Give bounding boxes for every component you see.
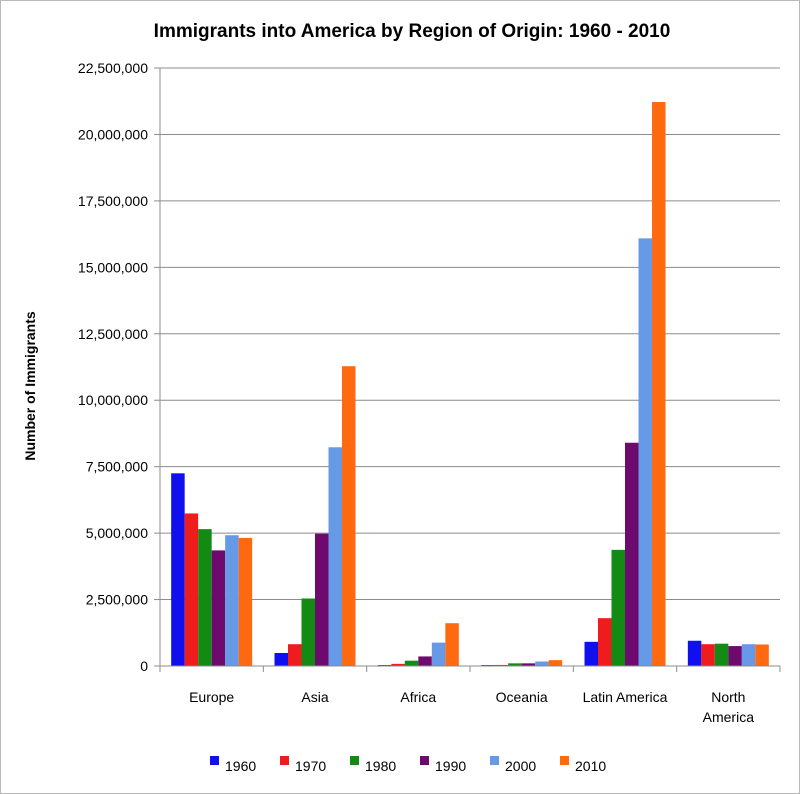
- legend-swatch: [560, 756, 569, 765]
- legend-label: 1990: [435, 758, 466, 774]
- bar: [404, 660, 419, 666]
- bar: [535, 661, 549, 666]
- bar: [288, 644, 302, 666]
- category-label: Oceania: [496, 689, 548, 705]
- legend-swatch: [420, 756, 429, 765]
- bar: [445, 623, 459, 666]
- bar: [198, 529, 212, 666]
- legend-swatch: [490, 756, 499, 765]
- bars: [171, 102, 769, 667]
- y-tick-label: 22,500,000: [78, 60, 148, 76]
- category-label: Europe: [189, 689, 234, 705]
- bar: [741, 644, 756, 666]
- gridlines: [160, 67, 780, 601]
- legend-swatch: [210, 756, 219, 765]
- axes: [159, 68, 781, 672]
- bar: [342, 366, 356, 666]
- bar: [238, 537, 253, 666]
- y-tick-label: 15,000,000: [78, 259, 148, 275]
- y-tick-label: 7,500,000: [86, 459, 148, 475]
- y-tick-label: 2,500,000: [86, 592, 148, 608]
- bar: [548, 660, 563, 666]
- bar: [171, 473, 185, 666]
- bar: [508, 663, 522, 666]
- legend-label: 1980: [365, 758, 396, 774]
- bar: [611, 549, 625, 666]
- bar: [301, 598, 315, 666]
- bar: [521, 663, 536, 666]
- bar: [315, 533, 329, 666]
- bar: [431, 642, 446, 666]
- category-label: North America: [703, 689, 755, 725]
- y-tick-label: 20,000,000: [78, 126, 148, 142]
- bar: [638, 238, 652, 666]
- legend-swatch: [280, 756, 289, 765]
- bar: [714, 643, 729, 666]
- bar: [584, 641, 598, 666]
- y-tick-label: 5,000,000: [86, 525, 148, 541]
- bar: [225, 535, 239, 666]
- bar: [494, 664, 509, 666]
- y-tick-label: 0: [140, 658, 148, 674]
- legend-label: 1970: [295, 758, 326, 774]
- category-labels: Europe Asia Africa Oceania Latin America Nort…: [189, 689, 754, 725]
- category-label: Africa: [400, 689, 436, 705]
- bar: [598, 618, 612, 666]
- legend-label: 2000: [505, 758, 536, 774]
- bar: [728, 646, 742, 666]
- bar: [755, 644, 769, 666]
- y-tick-label: 10,000,000: [78, 392, 148, 408]
- y-axis-ticks: 0 2,500,000 5,000,000 7,500,000 10,000,000 12…: [78, 60, 160, 674]
- bar: [328, 447, 342, 666]
- bar: [184, 513, 199, 666]
- y-tick-label: 12,500,000: [78, 326, 148, 342]
- y-axis-label: Number of Immigrants: [22, 311, 38, 461]
- bar: [701, 644, 715, 666]
- legend-label: 1960: [225, 758, 256, 774]
- bar: [652, 102, 666, 667]
- legend-label: 2010: [575, 758, 606, 774]
- legend-swatch: [350, 756, 359, 765]
- bar: [391, 663, 405, 666]
- bar: [274, 652, 288, 666]
- category-label: Asia: [301, 689, 328, 705]
- bar: [687, 640, 702, 666]
- bar: [625, 442, 639, 666]
- bar: [211, 550, 226, 666]
- category-label: Latin America: [583, 689, 668, 705]
- y-tick-label: 17,500,000: [78, 193, 148, 209]
- bar: [418, 656, 432, 666]
- chart-title: Immigrants into America by Region of Ori…: [154, 21, 671, 42]
- legend: 1960 1970 1980 1990 2000 2010: [210, 756, 606, 774]
